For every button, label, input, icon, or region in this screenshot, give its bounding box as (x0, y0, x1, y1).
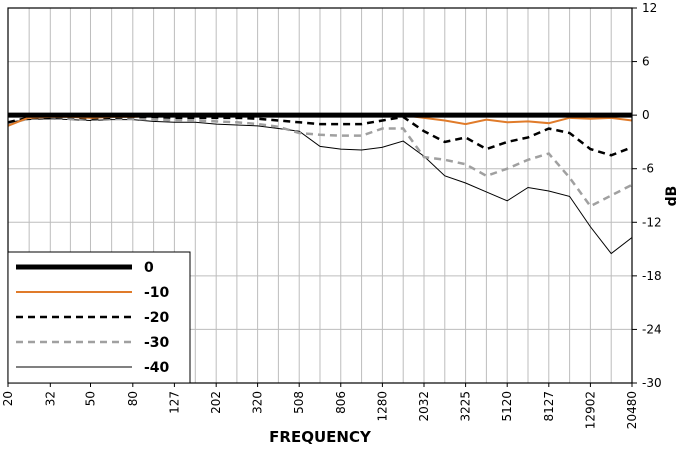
y-tick-label: -18 (642, 269, 662, 283)
x-tick-label: 5120 (500, 391, 514, 422)
x-tick-label: 20480 (625, 391, 639, 429)
x-tick-label: 20 (1, 391, 15, 406)
x-tick-label: 8127 (542, 391, 556, 422)
y-axis-title: dB (664, 186, 680, 207)
legend-label: -10 (144, 285, 170, 301)
x-tick-label: 12902 (583, 391, 597, 429)
x-axis-title: FREQUENCY (269, 428, 372, 446)
legend-label: -30 (144, 335, 170, 351)
y-tick-label: -30 (642, 376, 662, 390)
y-tick-label: -12 (642, 215, 662, 229)
x-tick-label: 508 (292, 391, 306, 414)
legend-label: -40 (144, 360, 170, 376)
series-line (7, 118, 633, 255)
series-line (7, 117, 633, 208)
legend-box (7, 251, 191, 384)
y-tick-label: 12 (642, 1, 657, 15)
y-tick-label: 0 (642, 108, 650, 122)
y-tick-label: -24 (642, 322, 662, 336)
y-tick-label: 6 (642, 55, 650, 69)
series-line (7, 115, 633, 157)
x-tick-label: 320 (251, 391, 265, 414)
x-tick-label: 127 (167, 391, 181, 414)
legend-label: 0 (144, 260, 154, 276)
x-tick-label: 50 (83, 391, 97, 406)
legend-label: -20 (144, 310, 170, 326)
x-tick-label: 806 (334, 391, 348, 414)
x-tick-label: 3225 (459, 391, 473, 422)
plot-frame (7, 7, 633, 384)
y-tick-label: -6 (642, 162, 654, 176)
x-tick-label: 202 (209, 391, 223, 414)
x-tick-label: 80 (126, 391, 140, 406)
x-tick-label: 1280 (375, 391, 389, 422)
x-tick-label: 2032 (417, 391, 431, 422)
x-tick-label: 32 (43, 391, 57, 406)
